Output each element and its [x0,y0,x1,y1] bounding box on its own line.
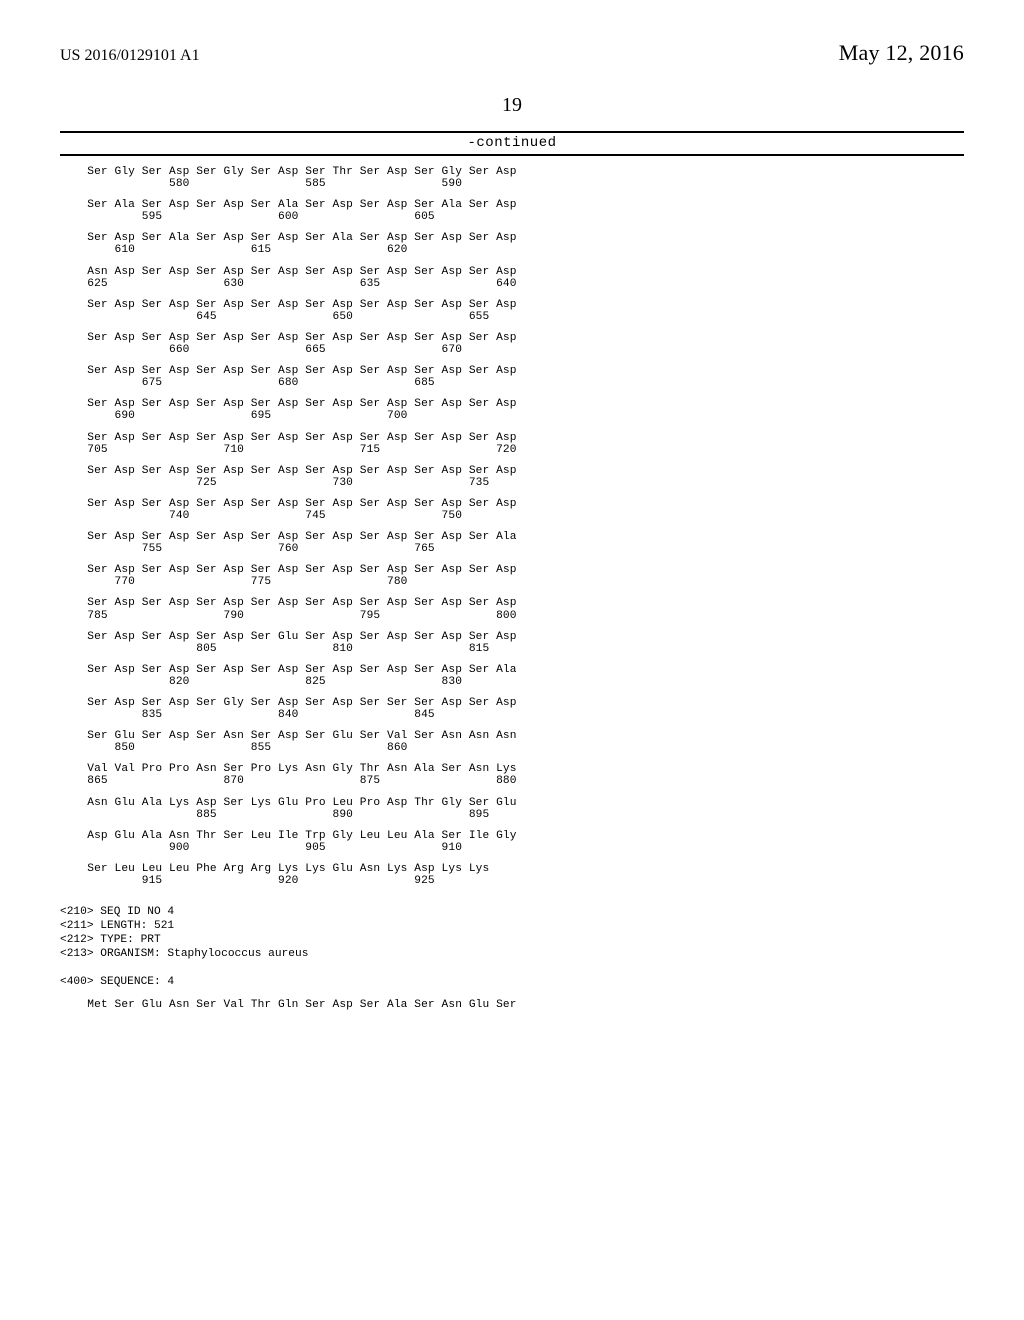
sequence-row: Ser Asp Ser Asp Ser Asp Ser Asp Ser Asp … [60,498,964,522]
sequence-row: Ser Asp Ser Asp Ser Asp Ser Asp Ser Asp … [60,664,964,688]
aa-line: Ser Asp Ser Asp Ser Asp Ser Asp Ser Asp … [60,398,964,410]
position-line: 900 905 910 [60,842,964,854]
sequence-row: Ser Asp Ser Asp Ser Asp Ser Asp Ser Asp … [60,432,964,456]
aa-line: Ser Asp Ser Asp Ser Asp Ser Glu Ser Asp … [60,631,964,643]
sequence-meta: <210> SEQ ID NO 4 <211> LENGTH: 521 <212… [60,905,964,989]
aa-line: Ser Asp Ser Asp Ser Asp Ser Asp Ser Asp … [60,597,964,609]
position-line: 610 615 620 [60,244,964,256]
position-line: 805 810 815 [60,643,964,655]
aa-line: Ser Leu Leu Leu Phe Arg Arg Lys Lys Glu … [60,863,964,875]
position-line: 850 855 860 [60,742,964,754]
aa-line: Ser Asp Ser Asp Ser Asp Ser Asp Ser Asp … [60,498,964,510]
sequence-row: Ser Asp Ser Asp Ser Gly Ser Asp Ser Asp … [60,697,964,721]
sequence-row: Ser Asp Ser Asp Ser Asp Ser Asp Ser Asp … [60,332,964,356]
aa-line: Asn Glu Ala Lys Asp Ser Lys Glu Pro Leu … [60,797,964,809]
aa-line: Ser Asp Ser Asp Ser Asp Ser Asp Ser Asp … [60,465,964,477]
sequence-row: Asn Asp Ser Asp Ser Asp Ser Asp Ser Asp … [60,266,964,290]
aa-line: Ser Gly Ser Asp Ser Gly Ser Asp Ser Thr … [60,166,964,178]
sequence-row: Ser Asp Ser Asp Ser Asp Ser Asp Ser Asp … [60,564,964,588]
position-line: 660 665 670 [60,344,964,356]
aa-line: Ser Asp Ser Ala Ser Asp Ser Asp Ser Ala … [60,232,964,244]
aa-line: Ser Asp Ser Asp Ser Asp Ser Asp Ser Asp … [60,365,964,377]
sequence-row: Ser Leu Leu Leu Phe Arg Arg Lys Lys Glu … [60,863,964,887]
sequence-row: Asp Glu Ala Asn Thr Ser Leu Ile Trp Gly … [60,830,964,854]
sequence-block: Ser Gly Ser Asp Ser Gly Ser Asp Ser Thr … [60,166,964,887]
aa-line: Ser Asp Ser Asp Ser Asp Ser Asp Ser Asp … [60,432,964,444]
position-line: 755 760 765 [60,543,964,555]
aa-line: Ser Asp Ser Asp Ser Gly Ser Asp Ser Asp … [60,697,964,709]
sequence-row: Ser Gly Ser Asp Ser Gly Ser Asp Ser Thr … [60,166,964,190]
aa-line: Ser Ala Ser Asp Ser Asp Ser Ala Ser Asp … [60,199,964,211]
sequence-row: Ser Ala Ser Asp Ser Asp Ser Ala Ser Asp … [60,199,964,223]
sequence-row: Ser Asp Ser Asp Ser Asp Ser Glu Ser Asp … [60,631,964,655]
position-line: 785 790 795 800 [60,610,964,622]
position-line: 915 920 925 [60,875,964,887]
aa-line: Ser Asp Ser Asp Ser Asp Ser Asp Ser Asp … [60,299,964,311]
aa-line: Ser Asp Ser Asp Ser Asp Ser Asp Ser Asp … [60,664,964,676]
aa-line: Asn Asp Ser Asp Ser Asp Ser Asp Ser Asp … [60,266,964,278]
publication-date: May 12, 2016 [839,40,964,66]
sequence-row: Val Val Pro Pro Asn Ser Pro Lys Asn Gly … [60,763,964,787]
page-number: 19 [0,94,1024,117]
aa-line: Ser Glu Ser Asp Ser Asn Ser Asp Ser Glu … [60,730,964,742]
aa-line: Met Ser Glu Asn Ser Val Thr Gln Ser Asp … [60,999,964,1011]
aa-line: Asp Glu Ala Asn Thr Ser Leu Ile Trp Gly … [60,830,964,842]
continued-rule: -continued [60,131,964,156]
position-line: 885 890 895 [60,809,964,821]
aa-line: Ser Asp Ser Asp Ser Asp Ser Asp Ser Asp … [60,564,964,576]
continued-label: -continued [60,135,964,151]
sequence-row: Ser Asp Ser Asp Ser Asp Ser Asp Ser Asp … [60,398,964,422]
position-line: 595 600 605 [60,211,964,223]
publication-number: US 2016/0129101 A1 [60,47,200,65]
position-line: 835 840 845 [60,709,964,721]
sequence-row: Ser Asp Ser Asp Ser Asp Ser Asp Ser Asp … [60,365,964,389]
position-line: 645 650 655 [60,311,964,323]
sequence-tail: Met Ser Glu Asn Ser Val Thr Gln Ser Asp … [60,999,964,1011]
sequence-row: Met Ser Glu Asn Ser Val Thr Gln Ser Asp … [60,999,964,1011]
position-line: 580 585 590 [60,178,964,190]
position-line: 625 630 635 640 [60,278,964,290]
sequence-row: Asn Glu Ala Lys Asp Ser Lys Glu Pro Leu … [60,797,964,821]
position-line: 740 745 750 [60,510,964,522]
sequence-row: Ser Glu Ser Asp Ser Asn Ser Asp Ser Glu … [60,730,964,754]
position-line: 820 825 830 [60,676,964,688]
position-line: 865 870 875 880 [60,775,964,787]
position-line: 770 775 780 [60,576,964,588]
sequence-row: Ser Asp Ser Asp Ser Asp Ser Asp Ser Asp … [60,597,964,621]
header-row: US 2016/0129101 A1 May 12, 2016 [0,0,1024,66]
sequence-row: Ser Asp Ser Asp Ser Asp Ser Asp Ser Asp … [60,531,964,555]
position-line: 675 680 685 [60,377,964,389]
position-line: 705 710 715 720 [60,444,964,456]
sequence-row: Ser Asp Ser Asp Ser Asp Ser Asp Ser Asp … [60,299,964,323]
sequence-row: Ser Asp Ser Ala Ser Asp Ser Asp Ser Ala … [60,232,964,256]
aa-line: Ser Asp Ser Asp Ser Asp Ser Asp Ser Asp … [60,531,964,543]
position-line: 725 730 735 [60,477,964,489]
aa-line: Val Val Pro Pro Asn Ser Pro Lys Asn Gly … [60,763,964,775]
aa-line: Ser Asp Ser Asp Ser Asp Ser Asp Ser Asp … [60,332,964,344]
sequence-row: Ser Asp Ser Asp Ser Asp Ser Asp Ser Asp … [60,465,964,489]
position-line: 690 695 700 [60,410,964,422]
page: US 2016/0129101 A1 May 12, 2016 19 -cont… [0,0,1024,1011]
